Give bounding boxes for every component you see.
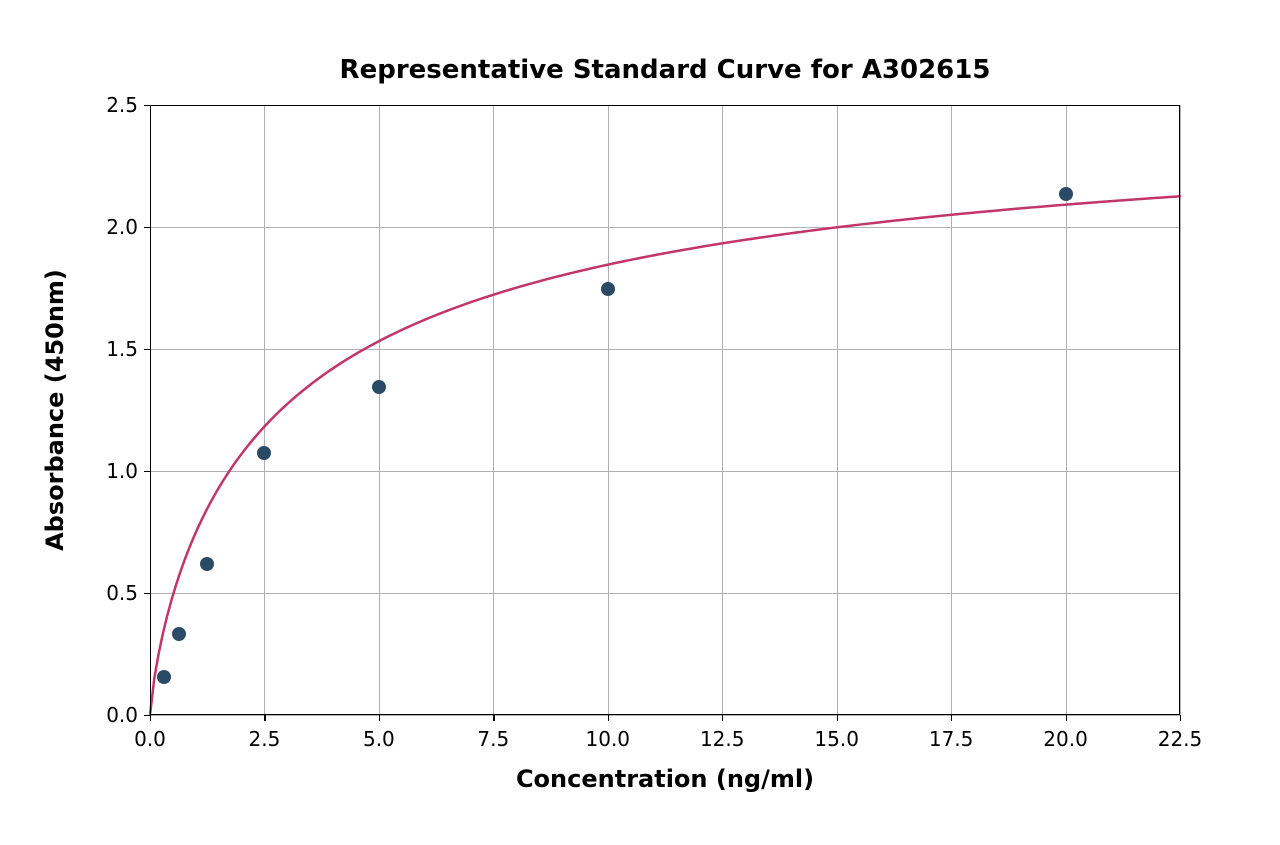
x-tick-label: 20.0 bbox=[1043, 727, 1088, 751]
chart-title: Representative Standard Curve for A30261… bbox=[340, 55, 991, 85]
x-tick-label: 22.5 bbox=[1158, 727, 1203, 751]
fit-curve-path bbox=[150, 196, 1180, 715]
x-tick bbox=[951, 715, 952, 721]
y-axis-label: Absorbance (450nm) bbox=[41, 269, 69, 551]
y-tick-label: 1.5 bbox=[106, 337, 138, 361]
scatter-point bbox=[1059, 187, 1073, 201]
x-tick-label: 2.5 bbox=[249, 727, 281, 751]
x-tick-label: 15.0 bbox=[814, 727, 859, 751]
gridline-h bbox=[150, 715, 1180, 716]
spine-top bbox=[150, 105, 1180, 106]
x-tick-label: 7.5 bbox=[477, 727, 509, 751]
scatter-point bbox=[172, 627, 186, 641]
y-tick-label: 0.0 bbox=[106, 703, 138, 727]
fit-curve bbox=[150, 105, 1180, 715]
x-tick bbox=[608, 715, 609, 721]
y-tick-label: 1.0 bbox=[106, 459, 138, 483]
x-tick-label: 17.5 bbox=[929, 727, 974, 751]
y-tick bbox=[144, 227, 150, 228]
y-tick bbox=[144, 593, 150, 594]
x-tick bbox=[1066, 715, 1067, 721]
plot-area bbox=[150, 105, 1180, 715]
y-tick-label: 2.5 bbox=[106, 93, 138, 117]
scatter-point bbox=[200, 557, 214, 571]
spine-left bbox=[150, 105, 151, 715]
x-axis-label: Concentration (ng/ml) bbox=[516, 765, 814, 793]
scatter-point bbox=[157, 670, 171, 684]
y-tick bbox=[144, 105, 150, 106]
x-tick bbox=[493, 715, 494, 721]
spine-right bbox=[1179, 105, 1180, 715]
y-tick bbox=[144, 349, 150, 350]
x-tick-label: 12.5 bbox=[700, 727, 745, 751]
x-tick bbox=[837, 715, 838, 721]
x-tick bbox=[722, 715, 723, 721]
scatter-point bbox=[601, 282, 615, 296]
x-tick bbox=[1180, 715, 1181, 721]
y-tick-label: 2.0 bbox=[106, 215, 138, 239]
y-tick-label: 0.5 bbox=[106, 581, 138, 605]
x-tick-label: 0.0 bbox=[134, 727, 166, 751]
x-tick-label: 10.0 bbox=[586, 727, 631, 751]
x-tick bbox=[379, 715, 380, 721]
figure: Representative Standard Curve for A30261… bbox=[0, 0, 1280, 845]
x-tick bbox=[264, 715, 265, 721]
y-tick bbox=[144, 471, 150, 472]
scatter-point bbox=[257, 446, 271, 460]
scatter-point bbox=[372, 380, 386, 394]
x-tick bbox=[150, 715, 151, 721]
spine-bottom bbox=[150, 714, 1180, 715]
y-tick bbox=[144, 715, 150, 716]
x-tick-label: 5.0 bbox=[363, 727, 395, 751]
